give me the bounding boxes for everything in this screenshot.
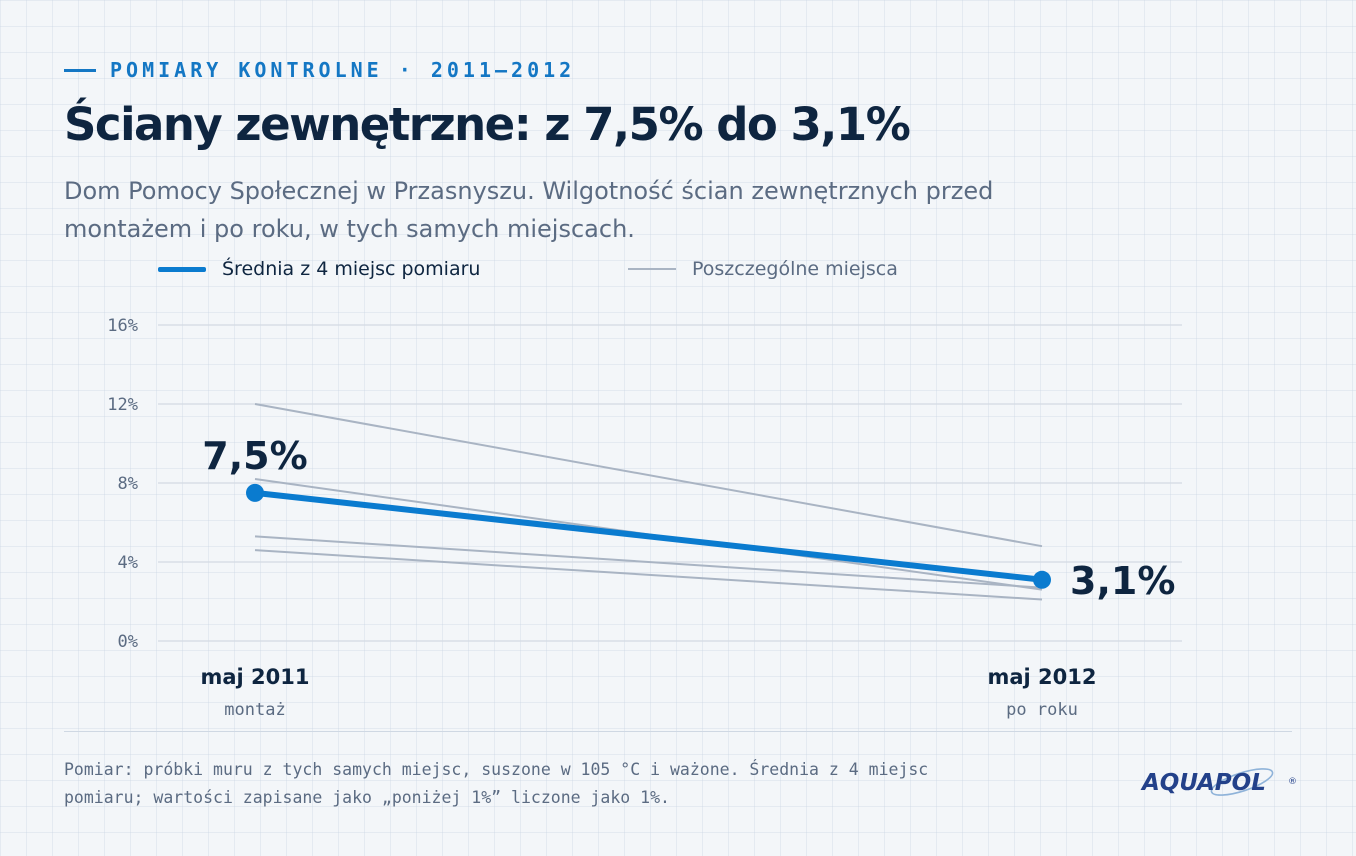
eyebrow-dash [64, 68, 96, 72]
logo-registered-mark: ® [1288, 777, 1297, 787]
data-label-start: 7,5% [202, 434, 307, 478]
y-tick-label: 12% [107, 395, 138, 415]
page-subtitle: Dom Pomocy Społecznej w Przasnyszu. Wilg… [64, 177, 994, 243]
legend-item-average: Średnia z 4 miejsc pomiaru [158, 258, 480, 280]
aquapol-logo: AQUAPOL ® [1140, 768, 1297, 796]
eyebrow-text: POMIARY KONTROLNE · 2011–2012 [110, 58, 576, 82]
individual-line [254, 535, 1043, 589]
y-tick-label: 16% [107, 316, 138, 336]
legend-label-average: Średnia z 4 miejsc pomiaru [222, 258, 481, 280]
data-label-end: 3,1% [1070, 559, 1175, 603]
y-tick-label: 4% [118, 553, 138, 573]
average-line [252, 489, 1045, 583]
footer-divider [64, 731, 1292, 732]
average-point [1033, 570, 1051, 589]
individual-line [254, 549, 1043, 601]
legend-swatch-individual [628, 268, 676, 270]
average-point [246, 483, 264, 502]
x-tick-sublabel: po roku [1006, 700, 1078, 720]
x-tick-label: maj 2011 [200, 665, 309, 689]
individual-line [254, 403, 1043, 548]
line-chart: 0% 4% 8% 12% 16% 7,5% 3,1% maj 2011 montaż maj 20… [107, 316, 1182, 720]
x-tick-sublabel: montaż [224, 700, 285, 720]
legend-swatch-average [158, 266, 206, 272]
y-tick-label: 0% [118, 632, 138, 652]
footnote: Pomiar: próbki muru z tych samych miejsc… [64, 760, 929, 807]
legend-item-individual: Poszczególne miejsca [628, 258, 898, 280]
page-title: Ściany zewnętrzne: z 7,5% do 3,1% [64, 98, 911, 151]
y-tick-label: 8% [118, 474, 138, 494]
x-tick-label: maj 2012 [987, 665, 1096, 689]
logo-text: AQUAPOL [1140, 770, 1266, 796]
legend-label-individual: Poszczególne miejsca [692, 258, 898, 280]
eyebrow: POMIARY KONTROLNE · 2011–2012 [64, 58, 575, 82]
